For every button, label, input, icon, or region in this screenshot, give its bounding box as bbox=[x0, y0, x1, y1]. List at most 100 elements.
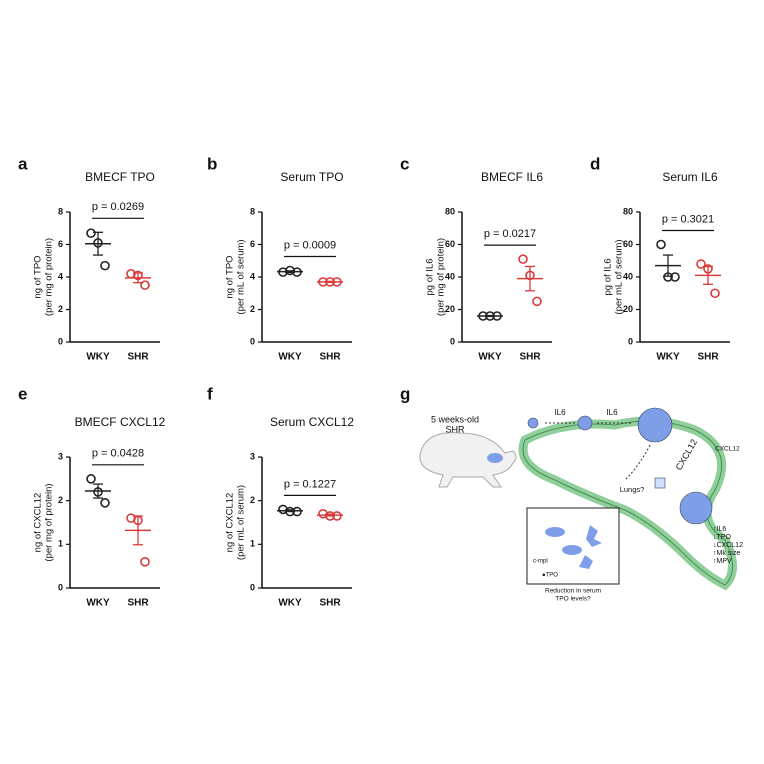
y-tick-label: 20 bbox=[445, 304, 455, 314]
x-tick-label: WKY bbox=[478, 352, 502, 363]
x-tick-label: WKY bbox=[278, 598, 302, 609]
y-axis-label: ng of CXCL12 bbox=[225, 493, 236, 553]
diagram-label: c-mpl bbox=[533, 559, 548, 565]
data-point bbox=[100, 498, 110, 508]
diagram-label: SHR bbox=[445, 424, 465, 434]
diagram-label: CXCL12 bbox=[674, 437, 700, 471]
diagram-label: Lungs? bbox=[620, 485, 645, 494]
platelet bbox=[545, 527, 565, 537]
y-axis-label: (per mg of protein) bbox=[436, 238, 447, 316]
data-point bbox=[325, 511, 335, 521]
x-tick-label: SHR bbox=[319, 598, 341, 609]
y-axis-label: (per mL of serum) bbox=[236, 239, 247, 314]
p-value: p = 0.3021 bbox=[662, 213, 714, 225]
panel-letter: e bbox=[18, 384, 27, 403]
y-tick-label: 4 bbox=[250, 271, 255, 281]
y-tick-label: 0 bbox=[450, 336, 455, 346]
y-tick-label: 0 bbox=[58, 582, 63, 592]
y-tick-label: 60 bbox=[445, 239, 455, 249]
y-tick-label: 6 bbox=[58, 239, 63, 249]
p-value: p = 0.0428 bbox=[92, 448, 144, 460]
diagram-label: 5 weeks-old bbox=[431, 414, 479, 424]
data-point bbox=[710, 288, 720, 299]
x-tick-label: SHR bbox=[319, 352, 341, 363]
y-tick-label: 0 bbox=[58, 336, 63, 346]
panel-letter: f bbox=[207, 384, 213, 403]
rat bbox=[419, 432, 517, 488]
diagram-label: Reduction in serum bbox=[545, 588, 601, 595]
y-tick-label: 40 bbox=[623, 271, 633, 281]
y-tick-label: 60 bbox=[623, 239, 633, 249]
y-tick-label: 1 bbox=[250, 539, 255, 549]
chart-title: Serum CXCL12 bbox=[270, 415, 354, 429]
data-point bbox=[492, 311, 502, 321]
megakaryocyte bbox=[637, 407, 673, 443]
y-tick-label: 40 bbox=[445, 271, 455, 281]
panel-letter: a bbox=[18, 154, 28, 173]
y-tick-label: 3 bbox=[58, 451, 63, 461]
data-point bbox=[292, 267, 302, 277]
x-tick-label: WKY bbox=[86, 352, 110, 363]
diagram-label: TPO levels? bbox=[555, 596, 591, 603]
diagram-label: ↑MPV bbox=[713, 558, 732, 565]
data-point bbox=[478, 311, 488, 321]
data-point bbox=[696, 259, 706, 269]
y-tick-label: 8 bbox=[250, 206, 255, 216]
data-point bbox=[525, 270, 535, 281]
data-point bbox=[86, 474, 96, 484]
diagram-label: ↑IL6 bbox=[713, 526, 726, 533]
megakaryocyte bbox=[679, 491, 713, 525]
data-point bbox=[656, 239, 666, 250]
y-tick-label: 8 bbox=[58, 206, 63, 216]
data-point bbox=[285, 506, 295, 517]
y-tick-label: 2 bbox=[58, 304, 63, 314]
data-point bbox=[100, 260, 110, 271]
diagram bbox=[419, 407, 737, 591]
megakaryocyte-small bbox=[579, 525, 602, 569]
y-tick-label: 0 bbox=[628, 336, 633, 346]
platelet bbox=[562, 545, 582, 555]
data-point bbox=[532, 296, 542, 307]
panel-letter: d bbox=[590, 154, 600, 173]
y-tick-label: 0 bbox=[250, 336, 255, 346]
diagram-label: ●TPO bbox=[542, 573, 558, 579]
data-point bbox=[93, 238, 103, 248]
data-point bbox=[133, 515, 143, 526]
panel-letter: c bbox=[400, 154, 409, 173]
data-point bbox=[325, 277, 335, 287]
p-value: p = 0.0009 bbox=[284, 239, 336, 251]
chart-title: Serum TPO bbox=[280, 170, 343, 184]
data-point bbox=[86, 228, 96, 238]
x-tick-label: WKY bbox=[656, 352, 680, 363]
arrow bbox=[624, 444, 651, 481]
y-tick-label: 1 bbox=[58, 539, 63, 549]
y-axis-label: (per mg of protein) bbox=[44, 238, 55, 316]
chart-title: BMECF IL6 bbox=[481, 170, 543, 184]
data-point bbox=[133, 270, 143, 281]
y-axis-label: (per mg of protein) bbox=[44, 483, 55, 561]
x-tick-label: SHR bbox=[127, 352, 149, 363]
data-point bbox=[703, 264, 713, 274]
data-point bbox=[518, 254, 528, 264]
x-tick-label: SHR bbox=[127, 598, 149, 609]
diagram-label: IL6 bbox=[606, 408, 618, 417]
y-tick-label: 80 bbox=[623, 206, 633, 216]
y-axis-label: ng of CXCL12 bbox=[33, 493, 44, 553]
p-value: p = 0.0217 bbox=[484, 228, 536, 240]
x-tick-label: SHR bbox=[519, 352, 541, 363]
cell bbox=[577, 415, 593, 431]
data-point bbox=[663, 272, 673, 282]
y-axis-label: ng of TPO bbox=[225, 255, 236, 298]
platelets bbox=[654, 477, 666, 489]
y-axis-label: pg of IL6 bbox=[603, 259, 614, 296]
data-point bbox=[485, 311, 495, 321]
y-tick-label: 2 bbox=[250, 495, 255, 505]
y-tick-label: 3 bbox=[250, 451, 255, 461]
panel-letter: b bbox=[207, 154, 217, 173]
data-point bbox=[332, 511, 342, 521]
y-axis-label: pg of IL6 bbox=[425, 259, 436, 296]
y-tick-label: 2 bbox=[58, 495, 63, 505]
chart-title: BMECF CXCL12 bbox=[75, 415, 166, 429]
diagram-label: ↑Mk size bbox=[713, 550, 740, 557]
y-tick-label: 0 bbox=[250, 582, 255, 592]
